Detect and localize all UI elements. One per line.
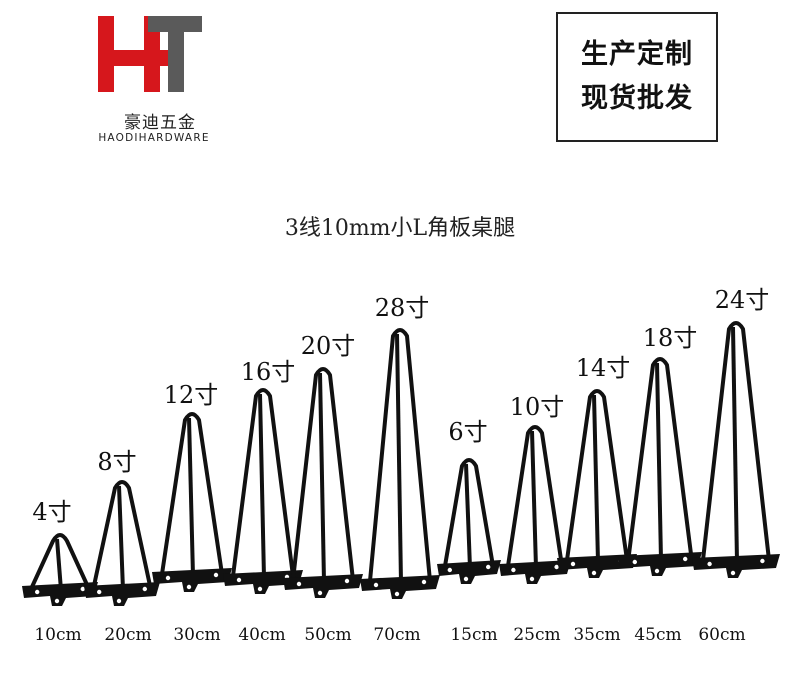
leg-length-label: 50cm (304, 625, 351, 645)
leg-length-label: 40cm (238, 625, 285, 645)
leg-length-label: 10cm (34, 625, 81, 645)
leg-size-label: 20寸 (301, 332, 356, 360)
table-leg-50cm: 20寸 50cm (283, 332, 363, 645)
table-leg-35cm: 14寸 35cm (557, 354, 637, 645)
leg-size-label: 28寸 (375, 294, 430, 322)
table-leg-25cm: 10寸 25cm (499, 393, 571, 645)
leg-length-label: 35cm (573, 625, 620, 645)
leg-length-label: 25cm (513, 625, 560, 645)
leg-length-label: 30cm (173, 625, 220, 645)
leg-size-label: 4寸 (32, 498, 71, 526)
leg-length-label: 45cm (634, 625, 681, 645)
brand-name-cn: 豪迪五金 (124, 113, 196, 133)
leg-size-label: 16寸 (241, 358, 296, 386)
leg-length-label: 70cm (373, 625, 420, 645)
leg-size-label: 12寸 (164, 381, 219, 409)
table-leg-45cm: 18寸 45cm (618, 324, 702, 645)
leg-length-label: 60cm (698, 625, 745, 645)
table-leg-40cm: 16寸 40cm (223, 358, 303, 645)
table-leg-10cm: 4寸 10cm (22, 498, 98, 645)
brand-name-en: HAODIHARDWARE (98, 132, 210, 144)
leg-size-label: 10寸 (510, 393, 565, 421)
table-leg-20cm: 8寸 20cm (84, 448, 160, 645)
product-title: 3线10mm小L角板桌腿 (284, 216, 516, 241)
service-badge: 生产定制 现货批发 (556, 12, 718, 142)
table-leg-15cm: 6寸 15cm (437, 418, 501, 645)
leg-size-label: 24寸 (715, 286, 770, 314)
leg-size-label: 14寸 (576, 354, 631, 382)
badge-line-stock: 现货批发 (581, 83, 693, 114)
haodi-logo-icon (98, 16, 202, 92)
leg-size-label: 6寸 (448, 418, 487, 446)
leg-length-label: 15cm (450, 625, 497, 645)
leg-size-label: 8寸 (97, 448, 136, 476)
table-leg-60cm: 24寸 60cm (692, 286, 780, 645)
table-leg-70cm: 28寸 70cm (360, 294, 440, 645)
leg-length-label: 20cm (104, 625, 151, 645)
table-leg-30cm: 12寸 30cm (152, 381, 232, 645)
badge-line-custom: 生产定制 (581, 39, 693, 70)
leg-size-label: 18寸 (643, 324, 698, 352)
